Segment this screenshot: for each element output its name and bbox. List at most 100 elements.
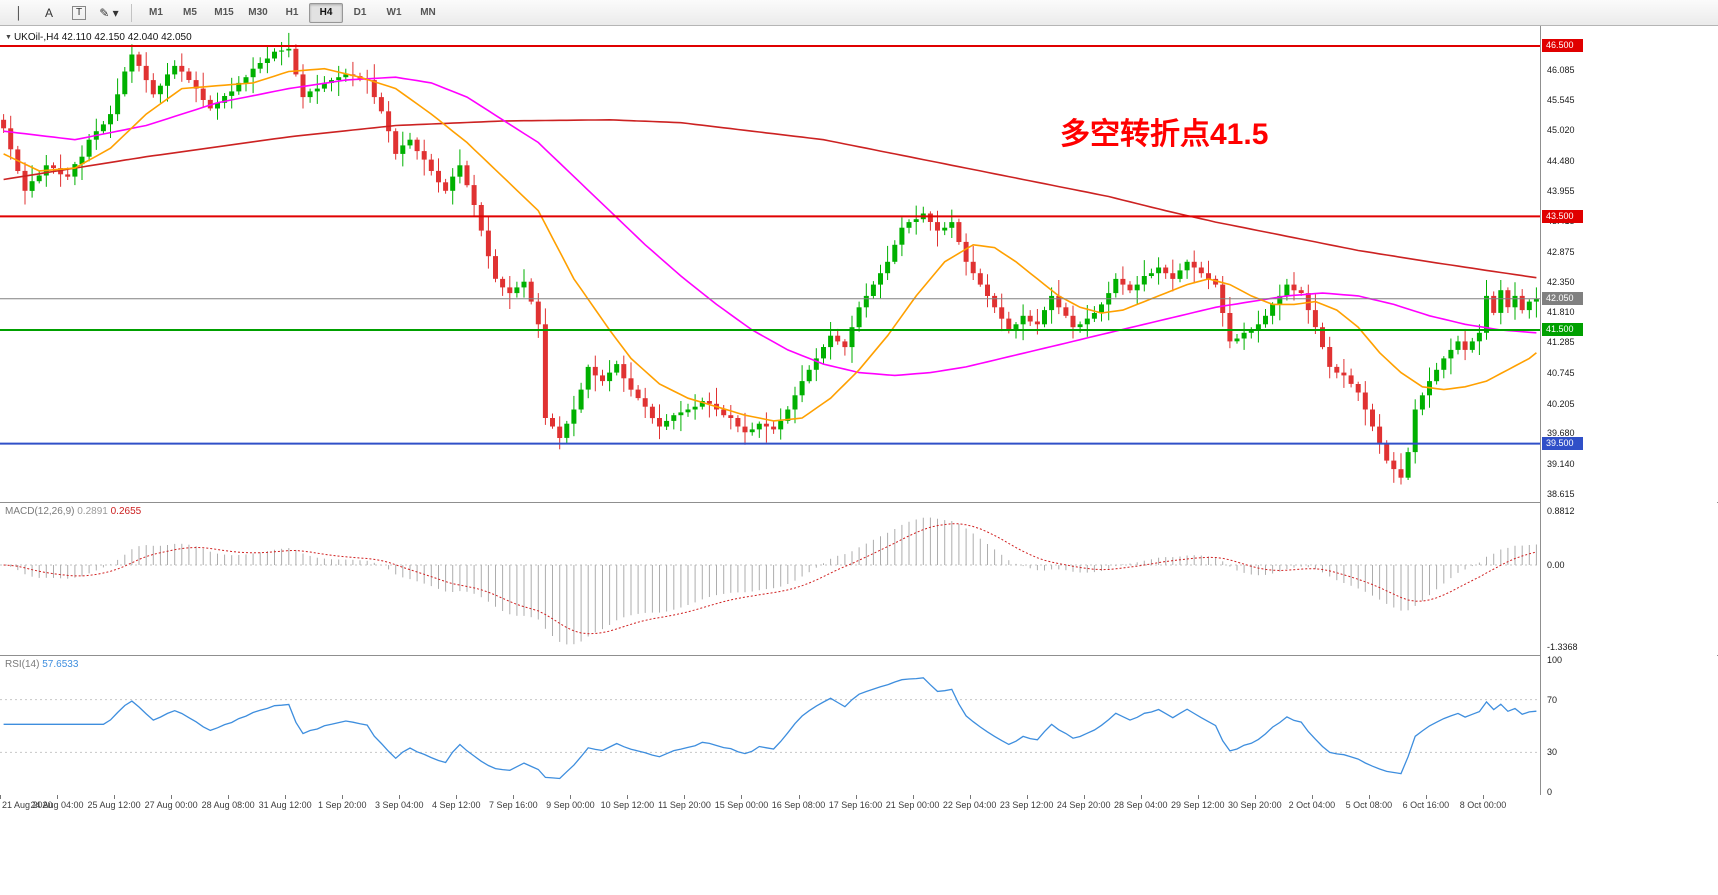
text-label-tool[interactable]: A (44, 5, 53, 20)
rsi-canvas[interactable] (0, 656, 1540, 795)
price-tick: 40.745 (1547, 367, 1575, 378)
time-tick (57, 795, 59, 799)
timeframe-w1[interactable]: W1 (386, 7, 402, 18)
ma-medium-line (3, 76, 1537, 377)
time-label: 9 Sep 00:00 (546, 800, 595, 810)
price-tick: 42.875 (1547, 246, 1575, 257)
macd-value-signal: 0.2655 (110, 506, 142, 517)
time-tick (912, 795, 914, 799)
price-tick: 42.350 (1547, 276, 1575, 287)
ma-fast-line (3, 67, 1537, 422)
price-tick: 44.480 (1547, 155, 1575, 166)
price-axis[interactable]: 46.08545.54545.02044.48043.95543.41542.8… (1540, 26, 1717, 797)
toolbar-separator (131, 3, 132, 22)
time-label: 25 Aug 12:00 (87, 800, 141, 810)
time-tick (627, 795, 629, 799)
price-badge: 42.050 (1542, 292, 1583, 306)
rsi-value: 57.6533 (42, 659, 79, 670)
text-frame-tool[interactable]: T (64, 2, 94, 24)
price-tick: 41.285 (1547, 337, 1575, 348)
time-label: 15 Sep 00:00 (714, 800, 769, 810)
price-tick: 46.085 (1547, 64, 1575, 75)
time-label: 10 Sep 12:00 (600, 800, 655, 810)
macd-tick: 0.00 (1547, 560, 1565, 571)
timeframe-h4[interactable]: H4 (309, 2, 343, 23)
time-tick (1140, 795, 1142, 799)
timeframe-d1[interactable]: D1 (353, 7, 367, 18)
time-tick (171, 795, 173, 799)
time-label: 31 Aug 12:00 (258, 800, 312, 810)
macd-panel[interactable]: MACD(12,26,9) 0.2891 0.2655 (0, 503, 1540, 655)
time-tick (399, 795, 401, 799)
rsi-panel[interactable]: RSI(14) 57.6533 (0, 656, 1540, 795)
macd-label: MACD(12,26,9) 0.2891 0.2655 (5, 506, 141, 517)
time-tick (1368, 795, 1370, 799)
time-tick (285, 795, 287, 799)
time-tick (741, 795, 743, 799)
time-label: 5 Oct 08:00 (1345, 800, 1393, 810)
price-tick: 43.955 (1547, 185, 1575, 196)
time-label: 8 Oct 00:00 (1459, 800, 1507, 810)
time-label: 16 Sep 08:00 (771, 800, 826, 810)
macd-value-main: 0.2891 (77, 506, 108, 517)
main-chart[interactable]: ▼ UKOil-,H4 42.110 42.150 42.040 42.050 多… (0, 27, 1540, 502)
time-tick (228, 795, 230, 799)
candles-layer (1, 32, 1539, 485)
timeframe-mn[interactable]: MN (420, 7, 436, 18)
price-tick: 38.615 (1547, 488, 1575, 499)
time-label: 3 Sep 04:00 (374, 800, 424, 810)
draw-objects-tool[interactable]: ✎ ▾ (99, 5, 119, 20)
time-label: 4 Sep 12:00 (432, 800, 481, 810)
price-tick: 39.140 (1547, 459, 1575, 470)
time-tick (684, 795, 686, 799)
time-label: 23 Sep 12:00 (999, 800, 1054, 810)
panel-separator-rsi[interactable] (0, 655, 1718, 656)
annotation-text[interactable]: 多空转折点41.5 (1060, 118, 1269, 151)
time-label: 24 Sep 20:00 (1056, 800, 1111, 810)
timeframe-m15[interactable]: M15 (214, 7, 234, 18)
rsi-label: RSI(14) 57.6533 (5, 659, 78, 670)
time-label: 30 Sep 20:00 (1228, 800, 1282, 810)
timeframe-m1[interactable]: M1 (149, 7, 163, 18)
rsi-tick: 0 (1547, 787, 1553, 797)
timeframe-group: M1 M5 M15 M30 H1 H4 D1 W1 MN (139, 2, 445, 23)
time-tick (342, 795, 344, 799)
rsi-tick: 70 (1547, 694, 1558, 705)
quote-line: ▼ UKOil-,H4 42.110 42.150 42.040 42.050 (5, 32, 192, 43)
macd-name: MACD(12,26,9) (5, 506, 75, 517)
time-label: 27 Aug 00:00 (144, 800, 198, 810)
ma-slow-line (3, 118, 1537, 279)
timeframe-m5[interactable]: M5 (183, 7, 197, 18)
time-tick (1083, 795, 1085, 799)
macd-tick: -1.3368 (1547, 642, 1578, 652)
time-label: 22 Sep 04:00 (942, 800, 997, 810)
time-tick (798, 795, 800, 799)
toolbar: │ A T ✎ ▾ M1 M5 M15 M30 H1 H4 D1 W1 MN (0, 0, 1718, 26)
time-label: 21 Aug 2020 (2, 800, 53, 810)
price-badge: 39.500 (1542, 437, 1583, 451)
price-tick: 40.205 (1547, 398, 1575, 409)
panel-separator-macd[interactable] (0, 502, 1718, 503)
time-axis[interactable]: 21 Aug 2020 24 Aug 04:00 25 Aug 12:00 27 Au… (0, 795, 1718, 815)
symbol-dropdown-icon[interactable]: ▼ (5, 34, 12, 41)
price-tick: 41.810 (1547, 307, 1575, 318)
time-tick (1197, 795, 1199, 799)
crosshair-tool[interactable]: │ (15, 5, 23, 20)
time-label: 24 Aug 04:00 (30, 800, 84, 810)
time-tick (1482, 795, 1484, 799)
time-tick (1026, 795, 1028, 799)
time-tick (513, 795, 515, 799)
rsi-name: RSI(14) (5, 659, 40, 670)
macd-signal-line (3, 523, 1537, 635)
time-label: 6 Oct 16:00 (1402, 800, 1450, 810)
timeframe-h1[interactable]: H1 (285, 7, 299, 18)
macd-canvas[interactable] (0, 503, 1540, 655)
time-label: 11 Sep 20:00 (657, 800, 711, 810)
price-tick: 45.020 (1547, 125, 1575, 136)
timeframe-m30[interactable]: M30 (248, 7, 268, 18)
time-label: 21 Sep 00:00 (885, 800, 940, 810)
rsi-tick: 100 (1547, 655, 1563, 665)
main-chart-canvas[interactable] (0, 27, 1540, 502)
quote-text: UKOil-,H4 42.110 42.150 42.040 42.050 (13, 32, 192, 43)
